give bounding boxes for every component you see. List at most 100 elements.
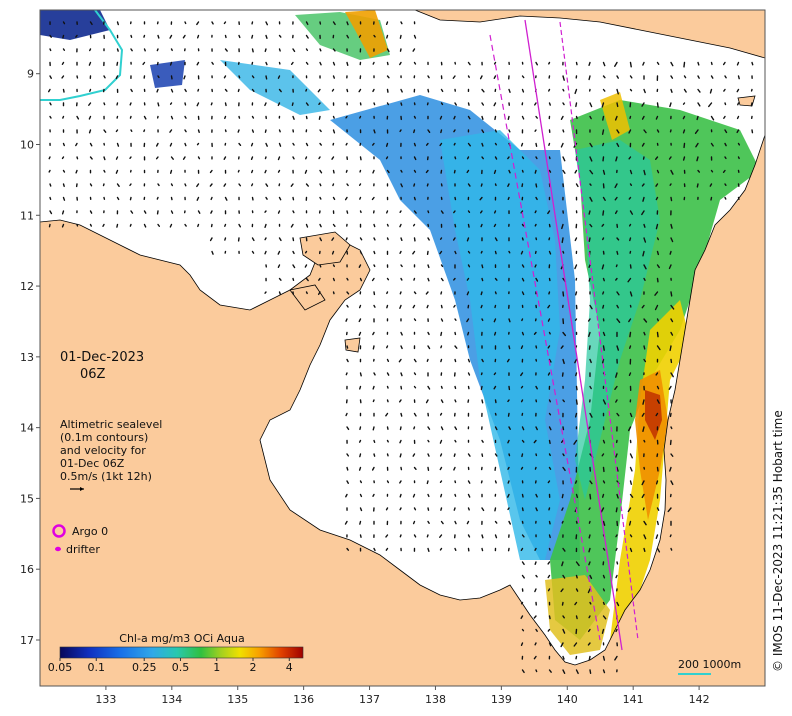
velocity-arrow <box>439 250 443 255</box>
velocity-arrow <box>346 21 349 26</box>
velocity-arrow <box>480 385 483 391</box>
velocity-arrow <box>480 304 483 309</box>
velocity-arrow <box>439 115 443 120</box>
velocity-arrow <box>251 129 255 133</box>
velocity-arrow <box>359 426 362 431</box>
velocity-arrow <box>548 520 551 525</box>
velocity-arrow <box>629 453 633 459</box>
velocity-arrow <box>427 520 430 524</box>
velocity-arrow <box>332 48 336 52</box>
velocity-arrow <box>724 183 727 187</box>
velocity-arrow <box>399 426 402 431</box>
velocity-arrow <box>427 277 430 282</box>
velocity-arrow <box>224 88 228 92</box>
colorbar-tick-label: 0.05 <box>48 661 73 674</box>
velocity-arrow <box>493 102 497 107</box>
velocity-arrow <box>454 399 457 403</box>
velocity-arrow <box>697 75 700 79</box>
velocity-arrow <box>169 61 173 66</box>
velocity-arrow <box>359 237 363 241</box>
velocity-arrow <box>251 250 255 254</box>
velocity-arrow <box>292 142 295 146</box>
velocity-arrow <box>642 61 645 66</box>
velocity-arrow <box>629 412 633 418</box>
velocity-arrow <box>359 453 362 458</box>
velocity-arrow <box>345 493 348 498</box>
velocity-arrow <box>602 331 606 337</box>
velocity-arrow <box>589 412 593 418</box>
velocity-arrow <box>251 237 255 242</box>
velocity-arrow <box>143 48 146 52</box>
velocity-arrow <box>130 88 133 93</box>
velocity-arrow <box>467 250 471 254</box>
velocity-arrow <box>641 115 645 120</box>
legend-line-3: and velocity for <box>60 444 146 457</box>
velocity-arrow <box>534 588 537 593</box>
velocity-arrow <box>130 210 134 214</box>
land-layer <box>40 10 765 686</box>
velocity-arrow <box>170 183 174 187</box>
velocity-arrow <box>76 115 80 120</box>
velocity-arrow <box>643 169 646 176</box>
velocity-arrow <box>265 142 268 147</box>
velocity-arrow <box>481 277 484 282</box>
velocity-arrow <box>694 129 699 135</box>
velocity-arrow <box>61 156 65 160</box>
velocity-arrow <box>602 655 606 661</box>
velocity-arrow <box>427 507 430 511</box>
velocity-arrow <box>453 304 456 308</box>
velocity-arrow <box>627 507 632 513</box>
velocity-arrow <box>318 102 321 105</box>
scale-bar-label: 200 1000m <box>678 658 741 671</box>
velocity-arrow <box>413 358 417 363</box>
velocity-arrow <box>264 102 267 107</box>
velocity-arrow <box>156 196 159 200</box>
velocity-arrow <box>601 264 605 270</box>
velocity-arrow <box>454 520 457 525</box>
velocity-arrow <box>602 520 606 526</box>
velocity-arrow <box>493 223 497 228</box>
velocity-arrow <box>547 480 551 484</box>
velocity-arrow <box>697 88 701 93</box>
lon-tick-label: 135 <box>227 693 248 706</box>
velocity-arrow <box>372 88 375 93</box>
velocity-arrow <box>89 223 93 227</box>
velocity-arrow <box>493 318 497 323</box>
velocity-arrow <box>358 439 362 443</box>
velocity-arrow <box>454 318 457 321</box>
velocity-arrow <box>453 142 456 146</box>
velocity-arrow <box>615 547 618 552</box>
velocity-arrow <box>615 277 618 281</box>
velocity-arrow <box>575 493 579 499</box>
velocity-arrow <box>642 426 645 433</box>
velocity-arrow <box>319 142 322 146</box>
velocity-arrow <box>547 318 551 322</box>
velocity-arrow <box>399 48 402 52</box>
velocity-arrow <box>656 331 659 338</box>
velocity-arrow <box>641 102 645 107</box>
velocity-arrow <box>507 493 510 498</box>
velocity-arrow <box>454 345 458 349</box>
velocity-arrow <box>480 183 483 187</box>
velocity-arrow <box>508 129 511 133</box>
velocity-arrow <box>668 264 672 270</box>
velocity-arrow <box>602 345 605 351</box>
velocity-arrow <box>467 453 471 457</box>
velocity-arrow <box>521 439 525 443</box>
velocity-arrow <box>643 129 647 134</box>
velocity-arrow <box>656 264 660 269</box>
velocity-arrow <box>601 453 605 457</box>
velocity-arrow <box>629 534 633 538</box>
velocity-arrow <box>359 493 363 498</box>
isobath-line <box>40 10 124 101</box>
colorbar-title: Chl-a mg/m3 OCi Aqua <box>119 632 244 645</box>
velocity-arrow <box>346 453 350 457</box>
velocity-arrow <box>182 34 186 39</box>
velocity-arrow <box>88 115 92 120</box>
velocity-arrow <box>494 520 498 524</box>
velocity-arrow <box>304 264 308 268</box>
velocity-arrow <box>346 426 350 431</box>
velocity-arrow <box>548 534 551 539</box>
velocity-arrow <box>332 21 336 26</box>
velocity-arrow <box>346 345 349 349</box>
